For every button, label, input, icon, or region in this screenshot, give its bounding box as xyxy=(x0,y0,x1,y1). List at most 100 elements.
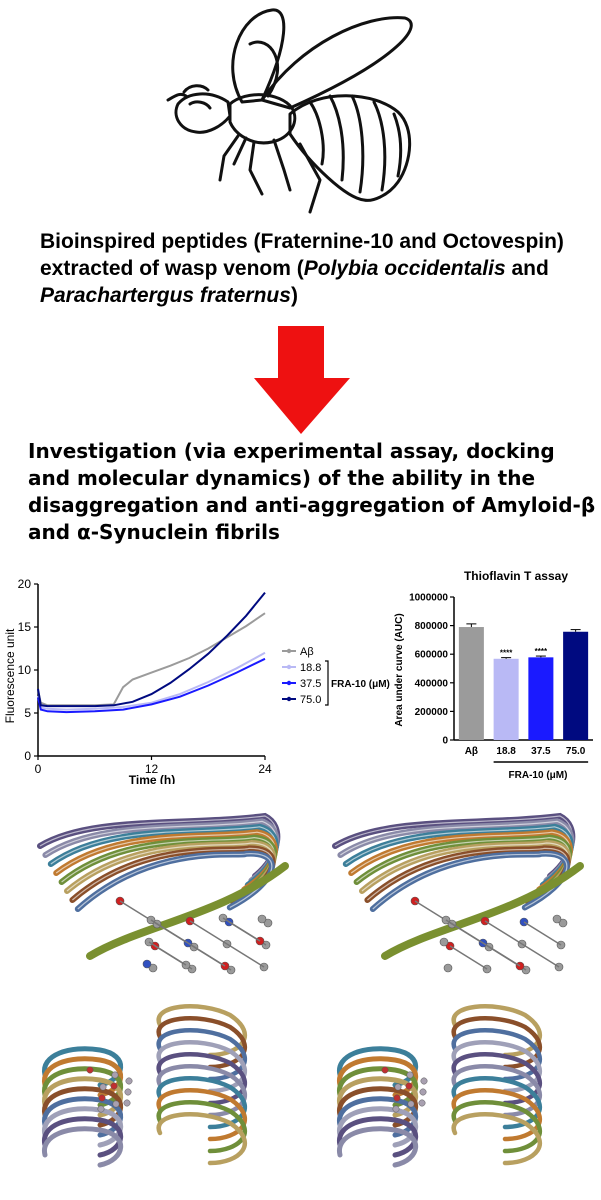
ligand-atom xyxy=(381,1066,389,1074)
fibril-strand-ribbon xyxy=(156,1076,247,1130)
category-label: 75.0 xyxy=(566,746,586,757)
x-tick-label: 0 xyxy=(35,762,42,776)
y-tick-label: 5 xyxy=(24,706,31,720)
fibril-strand-ribbon xyxy=(156,1052,247,1106)
fibril-strand-ribbon xyxy=(337,1126,419,1168)
synuclein-docking-structure-left xyxy=(42,1004,247,1168)
ligand-atom xyxy=(98,1094,106,1102)
x-tick-label: 24 xyxy=(258,762,272,776)
series-line-0 xyxy=(37,612,266,707)
line-chart-y-axis-label: Fluorescence unit xyxy=(3,628,17,723)
species-name-2: Parachartergus fraternus xyxy=(40,284,291,307)
ligand-atom xyxy=(263,918,273,928)
wasp-icon xyxy=(166,8,413,214)
ligand-atom xyxy=(257,914,267,924)
series-line-3 xyxy=(37,591,266,708)
ligand-bond xyxy=(482,942,521,967)
fibril-strand-ribbon xyxy=(337,1116,419,1158)
ligand-bond xyxy=(226,943,265,968)
legend-label: Aβ xyxy=(300,646,314,658)
fibril-strand-ribbon xyxy=(156,1040,247,1094)
fibril-strand-ribbon xyxy=(156,1112,247,1166)
legend-label: 75.0 xyxy=(300,694,321,706)
ligand-atom xyxy=(112,1100,120,1108)
legend-marker xyxy=(286,664,292,670)
ligand-atom xyxy=(392,1105,400,1113)
ligand-atom xyxy=(419,1088,427,1096)
line-chart-x-axis-label: Time (h) xyxy=(129,773,175,784)
ligand-atom xyxy=(125,1077,133,1085)
fibril-strand-ribbon xyxy=(156,1028,247,1082)
fibril-strand-ribbon xyxy=(451,1016,542,1070)
y-tick-label: 10 xyxy=(18,663,32,677)
fibril-strand-ribbon xyxy=(451,1040,542,1094)
bar xyxy=(563,631,589,740)
ligand-bond xyxy=(484,920,523,945)
abeta-docking-structure-left xyxy=(37,812,289,975)
bar xyxy=(493,658,519,740)
ligand-bond xyxy=(449,945,488,970)
ligand-atom xyxy=(393,1094,401,1102)
ligand-atom xyxy=(97,1105,105,1113)
legend-label: 37.5 xyxy=(300,678,321,690)
down-arrow-icon xyxy=(254,326,350,434)
ligand-atom xyxy=(406,1071,414,1079)
y-tick-label: 200000 xyxy=(415,707,449,718)
significance-label: **** xyxy=(535,647,548,656)
ligand-bond xyxy=(187,942,226,967)
fibril-strand-ribbon xyxy=(42,1126,124,1168)
y-tick-label: 15 xyxy=(18,620,32,634)
ligand-atom xyxy=(420,1077,428,1085)
series-line-1 xyxy=(37,651,266,711)
fibril-strand-ribbon xyxy=(156,1088,247,1142)
abeta-docking-structure-right xyxy=(332,812,584,975)
ligand-atom xyxy=(439,937,449,947)
series-line-2 xyxy=(37,657,266,714)
significance-label: **** xyxy=(500,649,513,658)
category-label: 18.8 xyxy=(496,746,516,757)
y-tick-label: 400000 xyxy=(415,678,449,689)
fibril-strand-ribbon xyxy=(156,1100,247,1154)
y-tick-label: 600000 xyxy=(415,650,449,661)
ligand-atom xyxy=(123,1099,131,1107)
legend-label: 18.8 xyxy=(300,662,321,674)
legend-marker xyxy=(286,648,292,654)
ligand-bond xyxy=(222,917,261,942)
ligand-atom xyxy=(142,959,152,969)
category-label: 37.5 xyxy=(531,746,551,757)
ligand-atom xyxy=(124,1088,132,1096)
ligand-bond xyxy=(521,943,560,968)
thioflavin-bar-chart: Thioflavin T assay Area under curve (AUC… xyxy=(394,569,593,781)
peptide-helix-ribbon xyxy=(86,862,289,960)
investigation-text: Investigation (via experimental assay, d… xyxy=(28,439,596,544)
y-tick-label: 20 xyxy=(18,577,32,591)
legend-marker xyxy=(286,680,292,686)
ligand-bond xyxy=(523,921,562,946)
bar-chart-title: Thioflavin T assay xyxy=(464,569,568,583)
bar xyxy=(528,657,554,740)
fibril-strand-ribbon xyxy=(42,1116,124,1158)
ligand-atom xyxy=(148,963,158,973)
fibril-strand-ribbon xyxy=(451,1076,542,1130)
fibril-strand-ribbon xyxy=(451,1028,542,1082)
fibril-strand-ribbon xyxy=(156,1004,247,1058)
bar-chart-y-axis-label: Area under curve (AUC) xyxy=(394,613,405,726)
ligand-bond xyxy=(148,941,187,966)
ligand-atom xyxy=(99,1083,107,1091)
fibril-strand-ribbon xyxy=(451,1052,542,1106)
headline-part2: and xyxy=(505,257,549,280)
fibril-strand-ribbon xyxy=(156,1016,247,1070)
headline-part3: ) xyxy=(290,284,298,307)
y-tick-label: 0 xyxy=(442,736,448,747)
y-tick-label: 800000 xyxy=(415,621,449,632)
ligand-bond xyxy=(189,920,228,945)
ligand-atom xyxy=(552,914,562,924)
category-label: Aβ xyxy=(465,746,478,757)
legend-bracket xyxy=(325,660,329,706)
fibril-strand-ribbon xyxy=(451,1064,542,1118)
legend-marker xyxy=(286,696,292,702)
ligand-atom xyxy=(111,1071,119,1079)
ligand-atom xyxy=(394,1083,402,1091)
ligand-atom xyxy=(110,1082,118,1090)
ligand-atom xyxy=(407,1100,415,1108)
